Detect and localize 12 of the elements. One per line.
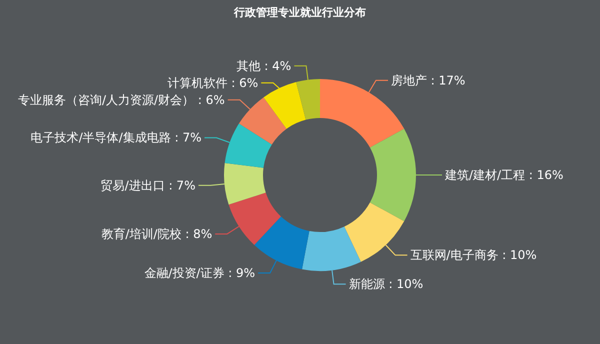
- slice-label: 电子技术/半导体/集成电路 : 7%: [30, 130, 202, 145]
- chart-title: 行政管理专业就业行业分布: [233, 6, 366, 19]
- slice-label: 其他 : 4%: [236, 58, 292, 73]
- slice-label: 新能源 : 10%: [348, 277, 424, 292]
- slice-label: 专业服务（咨询/人力资源/财会） : 6%: [18, 92, 225, 107]
- slice-label: 建筑/建材/工程 : 16%: [444, 168, 564, 182]
- slice-label: 金融/投资/证券 : 9%: [144, 266, 256, 280]
- slice-label: 计算机软件 : 6%: [167, 76, 258, 90]
- slice-label: 房地产 : 17%: [390, 73, 466, 88]
- slice-label: 贸易/进出口 : 7%: [100, 178, 196, 192]
- slice-label: 教育/培训/院校 : 8%: [101, 226, 212, 241]
- slice-label: 互联网/电子商务 : 10%: [410, 248, 537, 262]
